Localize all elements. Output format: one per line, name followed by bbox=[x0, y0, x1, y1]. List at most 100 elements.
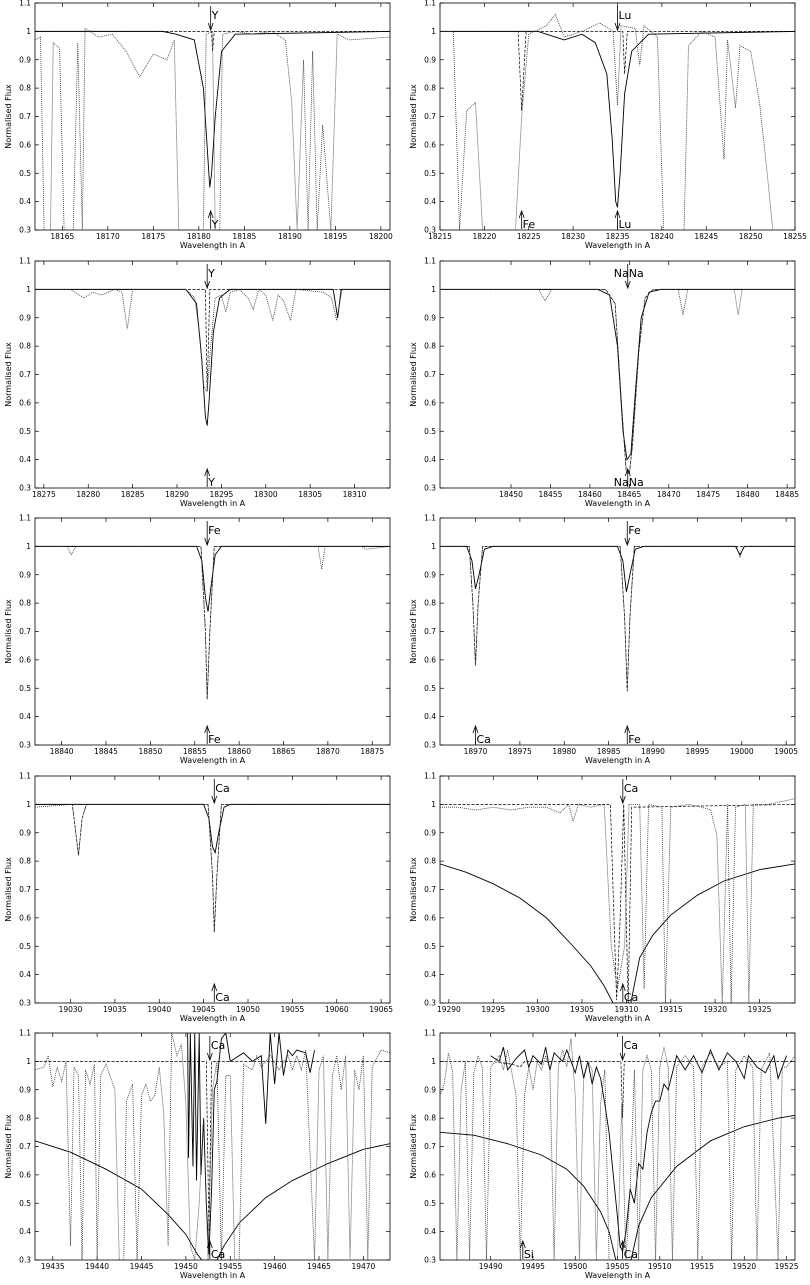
y-axis-label: Normalised Flux bbox=[4, 84, 13, 149]
series-line-solid bbox=[490, 1047, 787, 1254]
y-tick-label: 1 bbox=[431, 285, 436, 294]
x-tick-label: 18180 bbox=[187, 232, 211, 241]
y-tick-label: 1.1 bbox=[424, 772, 436, 781]
x-tick-label: 19440 bbox=[85, 1262, 109, 1271]
x-tick-label: 18220 bbox=[472, 232, 496, 241]
x-axis-label: Wavelength in A bbox=[585, 1014, 651, 1023]
x-tick-label: 19500 bbox=[563, 1262, 587, 1271]
annotation-arrowhead bbox=[624, 467, 631, 477]
y-tick-label: 0.3 bbox=[19, 226, 31, 235]
series-group bbox=[35, 803, 390, 933]
y-tick-label: 0.8 bbox=[424, 599, 436, 608]
series-line-dashed bbox=[440, 1061, 795, 1119]
x-tick-label: 18480 bbox=[736, 490, 760, 499]
y-tick-label: 0.4 bbox=[424, 712, 436, 721]
y-tick-label: 0.9 bbox=[19, 828, 31, 837]
y-tick-label: 0.8 bbox=[19, 84, 31, 93]
series-line-solid bbox=[440, 1114, 795, 1260]
x-tick-label: 19045 bbox=[192, 1005, 216, 1014]
y-tick-label: 0.9 bbox=[424, 55, 436, 64]
x-tick-label: 19520 bbox=[732, 1262, 756, 1271]
y-tick-label: 1 bbox=[431, 800, 436, 809]
y-tick-label: 0.5 bbox=[19, 942, 31, 951]
panel: 0.3 0.4 0.5 0.6 0.7 0.8 0.9 1 1.1 18840 18845 18850… bbox=[4, 514, 391, 765]
y-tick-label: 0.4 bbox=[424, 455, 436, 464]
x-tick-label: 19450 bbox=[174, 1262, 198, 1271]
x-tick-label: 19300 bbox=[526, 1005, 550, 1014]
x-tick-label: 19305 bbox=[570, 1005, 594, 1014]
y-tick-label: 0.4 bbox=[424, 970, 436, 979]
series-line-dotted bbox=[440, 288, 795, 475]
annotation-arrowhead bbox=[614, 209, 621, 219]
y-tick-label: 0.8 bbox=[19, 342, 31, 351]
annotation-arrowhead bbox=[204, 467, 211, 477]
x-tick-label: 19465 bbox=[307, 1262, 331, 1271]
y-tick-label: 1 bbox=[26, 285, 31, 294]
y-axis-label: Normalised Flux bbox=[4, 857, 13, 922]
y-tick-label: 0.5 bbox=[424, 1199, 436, 1208]
x-axis-label: Wavelength in A bbox=[585, 499, 651, 508]
y-tick-label: 0.4 bbox=[19, 1227, 31, 1236]
y-tick-label: 1.1 bbox=[424, 514, 436, 523]
annotation-arrowhead bbox=[211, 982, 218, 992]
series-line-solid bbox=[35, 288, 390, 426]
annotation-label: Ca bbox=[211, 1248, 225, 1261]
x-tick-label: 18170 bbox=[96, 232, 120, 241]
annotation-arrowhead bbox=[619, 795, 626, 805]
series-line-dashed bbox=[440, 804, 795, 1003]
y-axis-label: Normalised Flux bbox=[4, 342, 13, 407]
x-tick-label: 18485 bbox=[775, 490, 799, 499]
annotation-label: Fe bbox=[523, 218, 536, 231]
y-tick-label: 0.9 bbox=[19, 1085, 31, 1094]
x-tick-label: 19310 bbox=[614, 1005, 638, 1014]
series-line-solid bbox=[35, 803, 390, 855]
y-tick-label: 0.6 bbox=[424, 655, 436, 664]
x-tick-label: 19005 bbox=[774, 747, 798, 756]
panel: 0.3 0.4 0.5 0.6 0.7 0.8 0.9 1 1.1 19290 19295 19300… bbox=[409, 772, 796, 1023]
x-tick-label: 18970 bbox=[464, 747, 488, 756]
y-tick-label: 0.7 bbox=[19, 112, 31, 121]
annotation-label: Ca bbox=[624, 1248, 638, 1261]
annotation-label: Fe bbox=[628, 733, 641, 746]
plot-frame bbox=[34, 517, 391, 746]
y-tick-label: 0.9 bbox=[424, 1085, 436, 1094]
y-tick-label: 0.7 bbox=[424, 885, 436, 894]
panel: 0.3 0.4 0.5 0.6 0.7 0.8 0.9 1 1.1 18215 18220 18225… bbox=[409, 0, 807, 250]
x-tick-label: 19455 bbox=[218, 1262, 242, 1271]
y-tick-label: 1.1 bbox=[424, 257, 436, 266]
x-tick-label: 18865 bbox=[272, 747, 296, 756]
x-tick-label: 19060 bbox=[325, 1005, 349, 1014]
y-tick-label: 0.5 bbox=[424, 169, 436, 178]
y-tick-label: 0.5 bbox=[19, 427, 31, 436]
y-tick-label: 1.1 bbox=[424, 0, 436, 8]
y-axis-label: Normalised Flux bbox=[409, 857, 418, 922]
y-axis-label: Normalised Flux bbox=[409, 342, 418, 407]
series-group bbox=[440, 288, 795, 475]
y-tick-label: 0.7 bbox=[19, 370, 31, 379]
annotation-arrowhead bbox=[204, 280, 211, 290]
y-tick-label: 0.7 bbox=[424, 1142, 436, 1151]
x-tick-label: 18190 bbox=[278, 232, 302, 241]
annotation-arrowhead bbox=[624, 280, 631, 290]
x-tick-label: 19325 bbox=[748, 1005, 772, 1014]
y-tick-label: 0.3 bbox=[424, 741, 436, 750]
y-tick-label: 0.6 bbox=[424, 398, 436, 407]
y-tick-label: 0.7 bbox=[424, 627, 436, 636]
annotation-arrowhead bbox=[207, 22, 214, 32]
annotation-label: Fe bbox=[628, 524, 641, 537]
series-line-solid bbox=[187, 1033, 316, 1255]
x-tick-label: 18310 bbox=[343, 490, 367, 499]
y-tick-label: 0.6 bbox=[19, 1170, 31, 1179]
y-tick-label: 1 bbox=[26, 800, 31, 809]
y-tick-label: 0.6 bbox=[19, 655, 31, 664]
x-tick-label: 19490 bbox=[479, 1262, 503, 1271]
annotation-label: NaNa bbox=[614, 476, 644, 489]
series-group bbox=[35, 27, 390, 230]
x-tick-label: 18280 bbox=[76, 490, 100, 499]
y-tick-label: 0.5 bbox=[424, 427, 436, 436]
y-tick-label: 0.8 bbox=[424, 857, 436, 866]
x-tick-label: 19030 bbox=[59, 1005, 83, 1014]
annotation-arrowhead bbox=[472, 724, 479, 734]
